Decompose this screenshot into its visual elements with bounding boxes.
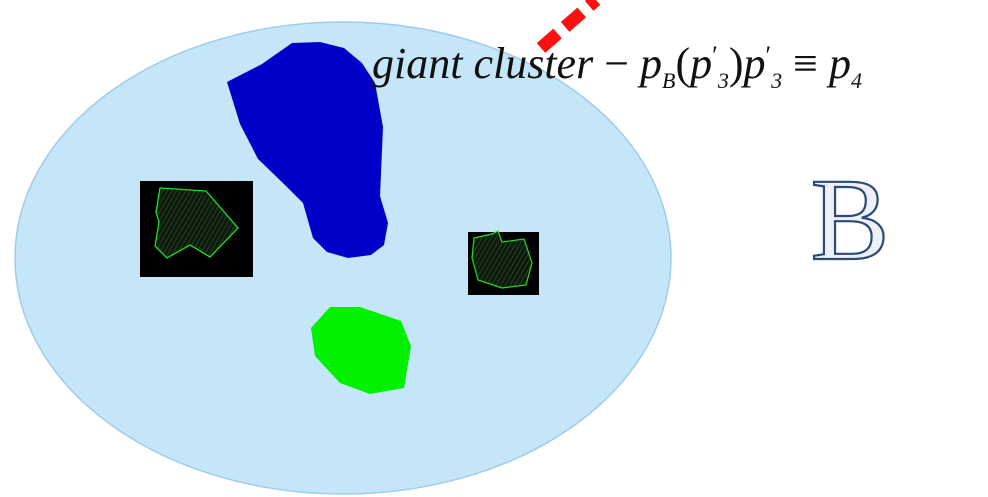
cluster-thumbnail-left: [140, 181, 253, 277]
formula-sub-3-second: 3: [771, 68, 783, 93]
formula-rparen: ): [728, 39, 744, 88]
formula-sub-b: B: [662, 68, 676, 93]
formula-label: giant cluster − pB(p′3)p′3 ≡ p4: [372, 42, 862, 92]
letter-b: B: [811, 154, 890, 285]
formula-lparen: (: [675, 39, 691, 88]
formula-p-inner: p: [690, 39, 713, 88]
formula-p-second: p: [743, 39, 766, 88]
formula-minus: −: [604, 39, 630, 88]
dashed-pointer-line: [536, 0, 601, 53]
formula-prime-second: ′: [765, 41, 772, 70]
formula-sub-4: 4: [851, 68, 862, 93]
giant-cluster-shape: [227, 42, 388, 258]
formula-prime-inner: ′: [712, 41, 718, 70]
cluster-thumbnail-right: [468, 230, 539, 295]
formula-text: giant cluster: [372, 39, 594, 88]
formula-p-result: p: [829, 39, 851, 88]
formula-p: p: [640, 39, 663, 88]
system-ellipse: [14, 21, 672, 495]
formula-sub-3-inner: 3: [717, 68, 729, 93]
green-cluster-shape: [311, 307, 411, 394]
formula-equiv: ≡: [793, 39, 818, 88]
